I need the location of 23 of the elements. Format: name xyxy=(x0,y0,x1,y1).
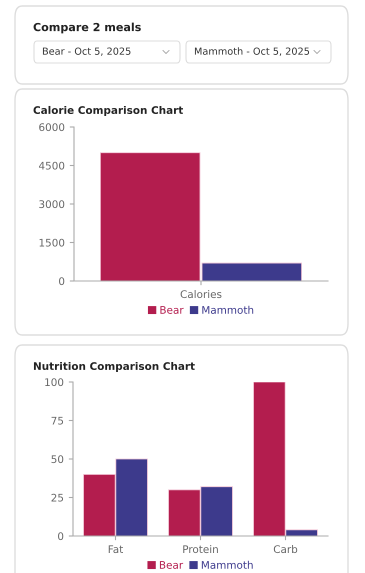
legend-label: Mammoth xyxy=(202,560,253,569)
legend-label: Bear xyxy=(160,561,184,569)
text: Mammoth - Oct 5, 2025 xyxy=(194,47,310,56)
legend-label: Mammoth xyxy=(202,306,254,314)
chart-title: Calorie Comparison Chart xyxy=(34,106,184,116)
y-tick-label: 100 xyxy=(45,378,64,386)
x-tick-label: Calories xyxy=(180,290,222,298)
x-tick-label: Protein xyxy=(183,545,218,554)
y-tick-label: 75 xyxy=(52,416,64,425)
y-tick-label: 1500 xyxy=(40,238,64,247)
text: Compare 2 meals xyxy=(34,22,141,34)
chart-title: Nutrition Comparison Chart xyxy=(34,362,195,372)
y-tick-label: 50 xyxy=(52,455,64,464)
y-tick-label: 0 xyxy=(59,277,64,286)
legend-label: Bear xyxy=(160,306,184,314)
y-tick-label: 0 xyxy=(58,532,64,540)
y-tick-label: 4500 xyxy=(38,162,64,170)
y-tick-label: 6000 xyxy=(39,123,64,132)
y-tick-label: 3000 xyxy=(39,200,64,208)
text: Bear - Oct 5, 2025 xyxy=(42,47,130,56)
x-tick-label: Carb xyxy=(274,545,298,554)
x-tick-label: Fat xyxy=(108,545,124,554)
y-tick-label: 25 xyxy=(51,494,64,502)
